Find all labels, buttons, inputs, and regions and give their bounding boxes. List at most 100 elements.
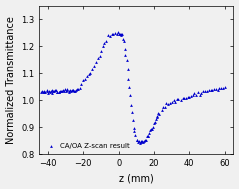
CA/OA Z-scan result: [203, 90, 207, 93]
CA/OA Z-scan result: [113, 32, 117, 35]
CA/OA Z-scan result: [216, 88, 220, 91]
CA/OA Z-scan result: [46, 91, 50, 94]
CA/OA Z-scan result: [101, 45, 104, 48]
CA/OA Z-scan result: [192, 92, 196, 95]
CA/OA Z-scan result: [71, 88, 75, 91]
CA/OA Z-scan result: [53, 89, 57, 92]
CA/OA Z-scan result: [70, 88, 73, 91]
CA/OA Z-scan result: [110, 33, 114, 36]
CA/OA Z-scan result: [182, 96, 186, 99]
CA/OA Z-scan result: [72, 89, 76, 92]
CA/OA Z-scan result: [85, 75, 89, 78]
CA/OA Z-scan result: [189, 94, 193, 97]
CA/OA Z-scan result: [103, 42, 106, 45]
CA/OA Z-scan result: [83, 78, 87, 81]
CA/OA Z-scan result: [209, 89, 213, 92]
CA/OA Z-scan result: [168, 101, 172, 104]
CA/OA Z-scan result: [161, 106, 165, 109]
CA/OA Z-scan result: [126, 67, 130, 70]
CA/OA Z-scan result: [219, 87, 223, 90]
CA/OA Z-scan result: [65, 87, 68, 90]
CA/OA Z-scan result: [45, 89, 49, 92]
CA/OA Z-scan result: [78, 86, 82, 89]
CA/OA Z-scan result: [181, 97, 185, 100]
CA/OA Z-scan result: [108, 35, 112, 38]
CA/OA Z-scan result: [144, 138, 148, 141]
Legend: CA/OA Z-scan result: CA/OA Z-scan result: [43, 142, 131, 151]
CA/OA Z-scan result: [175, 98, 179, 101]
CA/OA Z-scan result: [205, 90, 209, 93]
CA/OA Z-scan result: [41, 91, 45, 94]
CA/OA Z-scan result: [186, 95, 190, 98]
CA/OA Z-scan result: [111, 32, 115, 35]
CA/OA Z-scan result: [138, 141, 142, 144]
CA/OA Z-scan result: [119, 33, 122, 36]
CA/OA Z-scan result: [164, 101, 168, 105]
CA/OA Z-scan result: [132, 129, 136, 132]
CA/OA Z-scan result: [187, 95, 191, 98]
CA/OA Z-scan result: [123, 47, 127, 50]
CA/OA Z-scan result: [200, 91, 203, 94]
CA/OA Z-scan result: [54, 89, 58, 92]
CA/OA Z-scan result: [184, 96, 188, 99]
CA/OA Z-scan result: [118, 32, 122, 35]
CA/OA Z-scan result: [116, 31, 120, 34]
CA/OA Z-scan result: [221, 86, 225, 89]
CA/OA Z-scan result: [191, 93, 195, 96]
CA/OA Z-scan result: [155, 115, 158, 119]
CA/OA Z-scan result: [140, 140, 143, 143]
CA/OA Z-scan result: [155, 115, 159, 118]
CA/OA Z-scan result: [153, 121, 157, 124]
CA/OA Z-scan result: [147, 131, 151, 134]
CA/OA Z-scan result: [79, 82, 83, 85]
CA/OA Z-scan result: [47, 90, 51, 93]
CA/OA Z-scan result: [214, 88, 218, 91]
CA/OA Z-scan result: [127, 86, 131, 89]
CA/OA Z-scan result: [130, 111, 134, 114]
CA/OA Z-scan result: [52, 90, 56, 93]
CA/OA Z-scan result: [98, 54, 101, 57]
CA/OA Z-scan result: [75, 88, 79, 91]
CA/OA Z-scan result: [148, 129, 152, 132]
CA/OA Z-scan result: [135, 139, 138, 142]
CA/OA Z-scan result: [67, 90, 71, 93]
CA/OA Z-scan result: [67, 90, 71, 93]
CA/OA Z-scan result: [74, 90, 77, 93]
CA/OA Z-scan result: [217, 86, 221, 89]
Y-axis label: Normalized Transmittance: Normalized Transmittance: [5, 16, 16, 144]
CA/OA Z-scan result: [58, 91, 61, 94]
CA/OA Z-scan result: [126, 77, 130, 80]
CA/OA Z-scan result: [160, 108, 164, 111]
CA/OA Z-scan result: [122, 38, 125, 41]
CA/OA Z-scan result: [133, 134, 137, 137]
CA/OA Z-scan result: [210, 89, 214, 92]
CA/OA Z-scan result: [60, 90, 64, 93]
CA/OA Z-scan result: [141, 141, 145, 144]
CA/OA Z-scan result: [128, 93, 131, 96]
CA/OA Z-scan result: [166, 103, 170, 106]
CA/OA Z-scan result: [55, 90, 59, 93]
CA/OA Z-scan result: [212, 87, 216, 90]
CA/OA Z-scan result: [39, 90, 43, 93]
CA/OA Z-scan result: [179, 98, 183, 101]
CA/OA Z-scan result: [69, 89, 73, 92]
CA/OA Z-scan result: [195, 94, 198, 97]
CA/OA Z-scan result: [163, 105, 167, 108]
CA/OA Z-scan result: [152, 122, 156, 125]
CA/OA Z-scan result: [137, 139, 141, 143]
CA/OA Z-scan result: [132, 126, 136, 129]
CA/OA Z-scan result: [151, 125, 155, 128]
CA/OA Z-scan result: [158, 112, 161, 115]
CA/OA Z-scan result: [125, 59, 129, 62]
CA/OA Z-scan result: [42, 89, 46, 92]
CA/OA Z-scan result: [45, 88, 49, 91]
CA/OA Z-scan result: [170, 100, 174, 103]
CA/OA Z-scan result: [135, 138, 139, 141]
CA/OA Z-scan result: [51, 89, 55, 92]
CA/OA Z-scan result: [173, 100, 177, 103]
CA/OA Z-scan result: [50, 91, 54, 94]
CA/OA Z-scan result: [76, 87, 80, 90]
CA/OA Z-scan result: [149, 128, 153, 131]
CA/OA Z-scan result: [150, 128, 154, 131]
CA/OA Z-scan result: [106, 34, 110, 37]
